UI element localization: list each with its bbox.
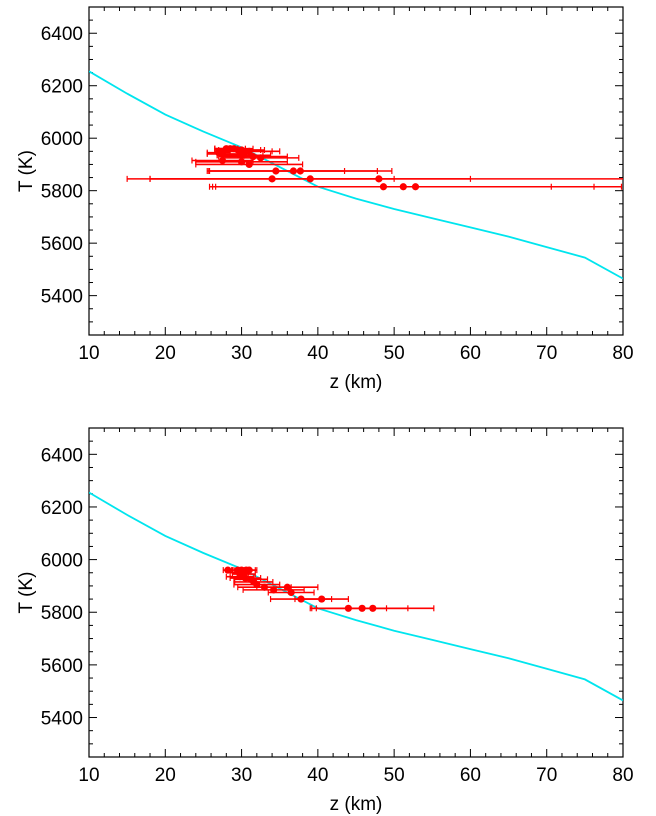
data-point xyxy=(253,581,261,589)
data-point xyxy=(297,595,305,603)
data-point xyxy=(260,583,269,591)
y-tick-label: 6200 xyxy=(41,77,83,98)
data-point xyxy=(218,156,227,165)
y-tick-label: 5400 xyxy=(41,709,83,730)
y-tick-label: 5600 xyxy=(41,656,83,677)
y-axis-label: T (K) xyxy=(16,572,37,614)
y-tick-label: 6000 xyxy=(41,129,83,150)
x-tick-label: 60 xyxy=(460,343,481,364)
data-layer xyxy=(89,70,623,280)
x-tick-label: 20 xyxy=(155,765,176,786)
x-axis-label: z (km) xyxy=(330,372,383,393)
data-point xyxy=(218,150,227,158)
x-tick-label: 80 xyxy=(612,765,633,786)
data-point xyxy=(270,586,278,594)
data-point xyxy=(268,175,276,183)
x-tick-label: 50 xyxy=(384,765,405,786)
x-tick-label: 80 xyxy=(612,343,633,364)
data-point xyxy=(249,152,257,161)
y-axis-label: T (K) xyxy=(16,150,37,192)
plot-frame xyxy=(88,427,624,758)
data-point xyxy=(287,588,295,597)
data-point xyxy=(306,175,314,183)
data-point xyxy=(369,604,377,612)
plot-frame xyxy=(88,6,624,336)
data-point xyxy=(399,183,407,191)
data-point xyxy=(224,566,232,574)
x-tick-label: 30 xyxy=(231,765,252,786)
data-point xyxy=(379,183,388,191)
x-tick-label: 70 xyxy=(536,343,557,364)
data-point xyxy=(240,151,248,159)
data-point xyxy=(245,160,253,169)
y-tick-label: 6400 xyxy=(41,24,83,45)
data-point xyxy=(245,566,253,574)
x-axis-label: z (km) xyxy=(330,794,383,815)
y-tick-label: 5800 xyxy=(41,603,83,624)
top-chart-panel: 10 20 30 40 50 60 70 80 5400 5600 5800 6000 6200 6400… xyxy=(16,6,634,393)
data-point xyxy=(296,167,304,175)
data-point xyxy=(344,604,352,612)
data-point xyxy=(318,595,326,603)
data-point xyxy=(289,167,298,175)
x-tick-label: 20 xyxy=(155,343,176,364)
data-point xyxy=(237,158,246,166)
data-point xyxy=(272,167,280,175)
data-point xyxy=(257,154,265,162)
data-point xyxy=(283,583,291,591)
data-layer xyxy=(89,491,623,702)
y-tick-label: 6400 xyxy=(41,445,83,466)
data-point xyxy=(375,175,383,183)
y-tick-label: 5400 xyxy=(41,287,83,308)
y-tick-label: 5600 xyxy=(41,234,83,255)
y-tick-label: 6000 xyxy=(41,551,83,572)
x-tick-label: 10 xyxy=(78,343,99,364)
x-tick-label: 10 xyxy=(78,765,99,786)
x-tick-label: 70 xyxy=(536,765,557,786)
data-point xyxy=(411,183,420,191)
model-curve xyxy=(89,70,623,280)
data-point xyxy=(245,147,253,155)
y-tick-label: 5800 xyxy=(41,182,83,203)
x-tick-label: 40 xyxy=(307,765,328,786)
x-tick-label: 30 xyxy=(231,343,252,364)
x-tick-label: 50 xyxy=(384,343,405,364)
model-curve xyxy=(89,491,623,702)
y-tick-label: 6200 xyxy=(41,498,83,519)
data-point xyxy=(358,604,366,612)
x-tick-label: 60 xyxy=(460,765,481,786)
bottom-chart-panel: 10 20 30 40 50 60 70 80 5400 5600 5800 6000 6200 6400… xyxy=(16,427,634,815)
x-tick-label: 40 xyxy=(307,343,328,364)
